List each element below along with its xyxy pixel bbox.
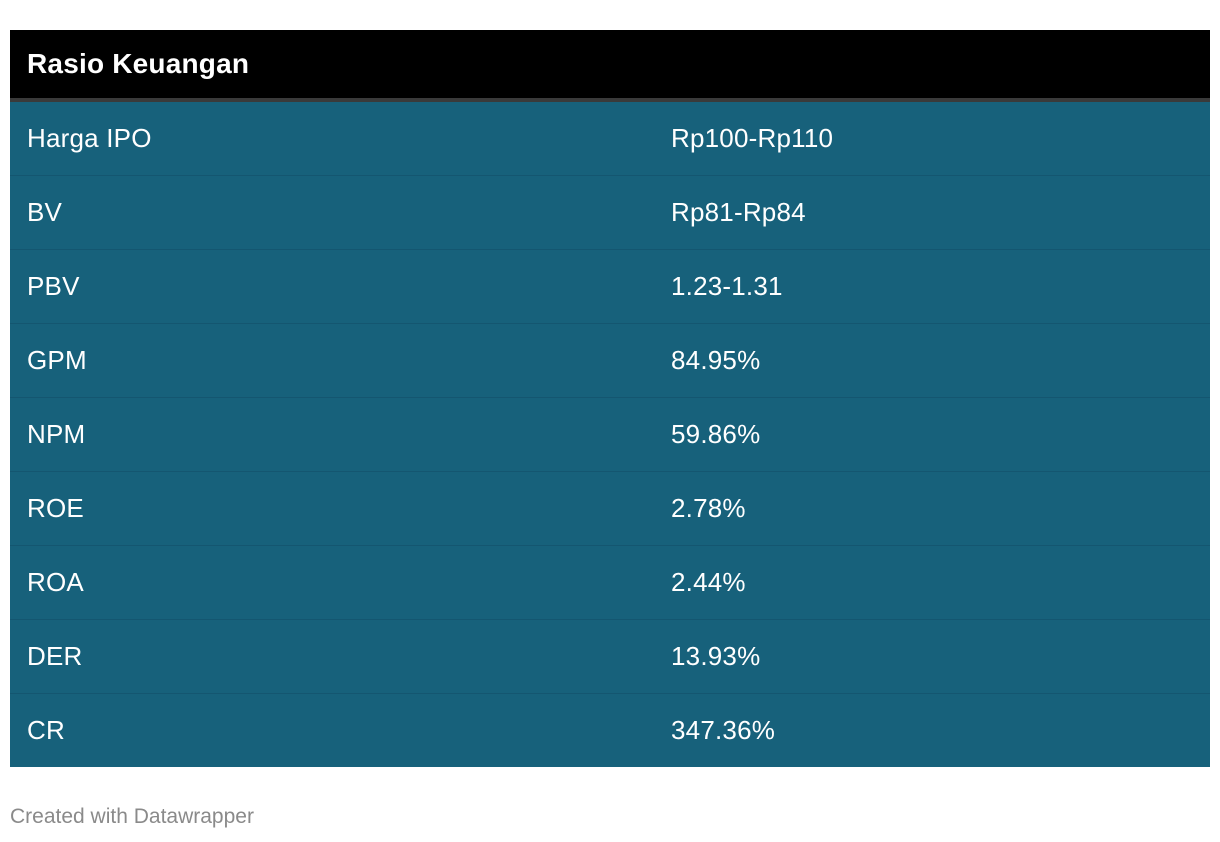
row-label: ROE (27, 493, 84, 523)
table-row: GPM 84.95% (10, 324, 1210, 398)
row-value: 2.78% (671, 493, 746, 523)
table-body: Harga IPO Rp100-Rp110 BV Rp81-Rp84 PBV 1.23-1… (10, 102, 1210, 767)
table-row: PBV 1.23-1.31 (10, 250, 1210, 324)
table-row: Harga IPO Rp100-Rp110 (10, 102, 1210, 176)
row-value: Rp81-Rp84 (671, 197, 806, 227)
ratio-table: Rasio Keuangan Harga IPO Rp100-Rp110 BV Rp8… (10, 30, 1210, 767)
row-label: ROA (27, 567, 84, 597)
datawrapper-credit: Created with Datawrapper (10, 805, 254, 828)
table-title: Rasio Keuangan (27, 48, 250, 79)
row-value: 84.95% (671, 345, 761, 375)
table-row: BV Rp81-Rp84 (10, 176, 1210, 250)
row-label: PBV (27, 271, 80, 301)
row-value: 59.86% (671, 419, 761, 449)
row-value: 347.36% (671, 715, 776, 745)
row-value: Rp100-Rp110 (671, 123, 834, 153)
table-row: DER 13.93% (10, 620, 1210, 694)
table-row: ROA 2.44% (10, 546, 1210, 620)
row-label: BV (27, 197, 63, 227)
row-label: GPM (27, 345, 87, 375)
table-row: CR 347.36% (10, 694, 1210, 767)
row-value: 2.44% (671, 567, 746, 597)
table-row: NPM 59.86% (10, 398, 1210, 472)
row-value: 1.23-1.31 (671, 271, 783, 301)
table-row: ROE 2.78% (10, 472, 1210, 546)
row-label: NPM (27, 419, 86, 449)
row-label: DER (27, 641, 83, 671)
row-label: Harga IPO (27, 123, 152, 153)
row-value: 13.93% (671, 641, 761, 671)
table-header: Rasio Keuangan (10, 30, 1210, 102)
row-label: CR (27, 715, 65, 745)
